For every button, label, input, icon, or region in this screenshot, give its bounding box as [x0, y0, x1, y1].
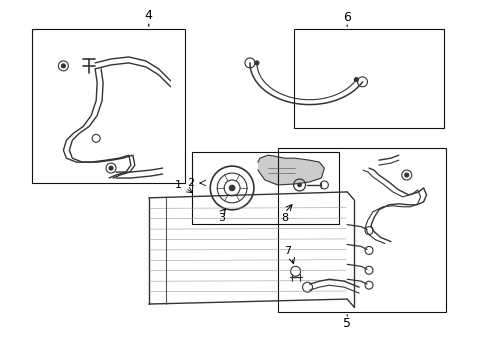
Circle shape — [354, 78, 358, 82]
Circle shape — [297, 183, 301, 187]
Text: 6: 6 — [343, 11, 350, 24]
Bar — [32, 29, 185, 183]
Text: 7: 7 — [284, 247, 291, 256]
Bar — [192, 152, 339, 224]
Text: 5: 5 — [343, 318, 350, 330]
Bar — [277, 148, 446, 312]
Text: 8: 8 — [281, 213, 287, 223]
Circle shape — [404, 173, 408, 177]
Circle shape — [109, 166, 113, 170]
Text: 4: 4 — [144, 9, 152, 22]
Text: 2: 2 — [186, 178, 194, 188]
Text: 1: 1 — [175, 180, 182, 190]
Circle shape — [229, 185, 235, 191]
Circle shape — [254, 61, 258, 65]
Text: 3: 3 — [218, 213, 225, 223]
Circle shape — [61, 64, 65, 68]
Bar — [293, 29, 444, 129]
Polygon shape — [257, 155, 324, 185]
